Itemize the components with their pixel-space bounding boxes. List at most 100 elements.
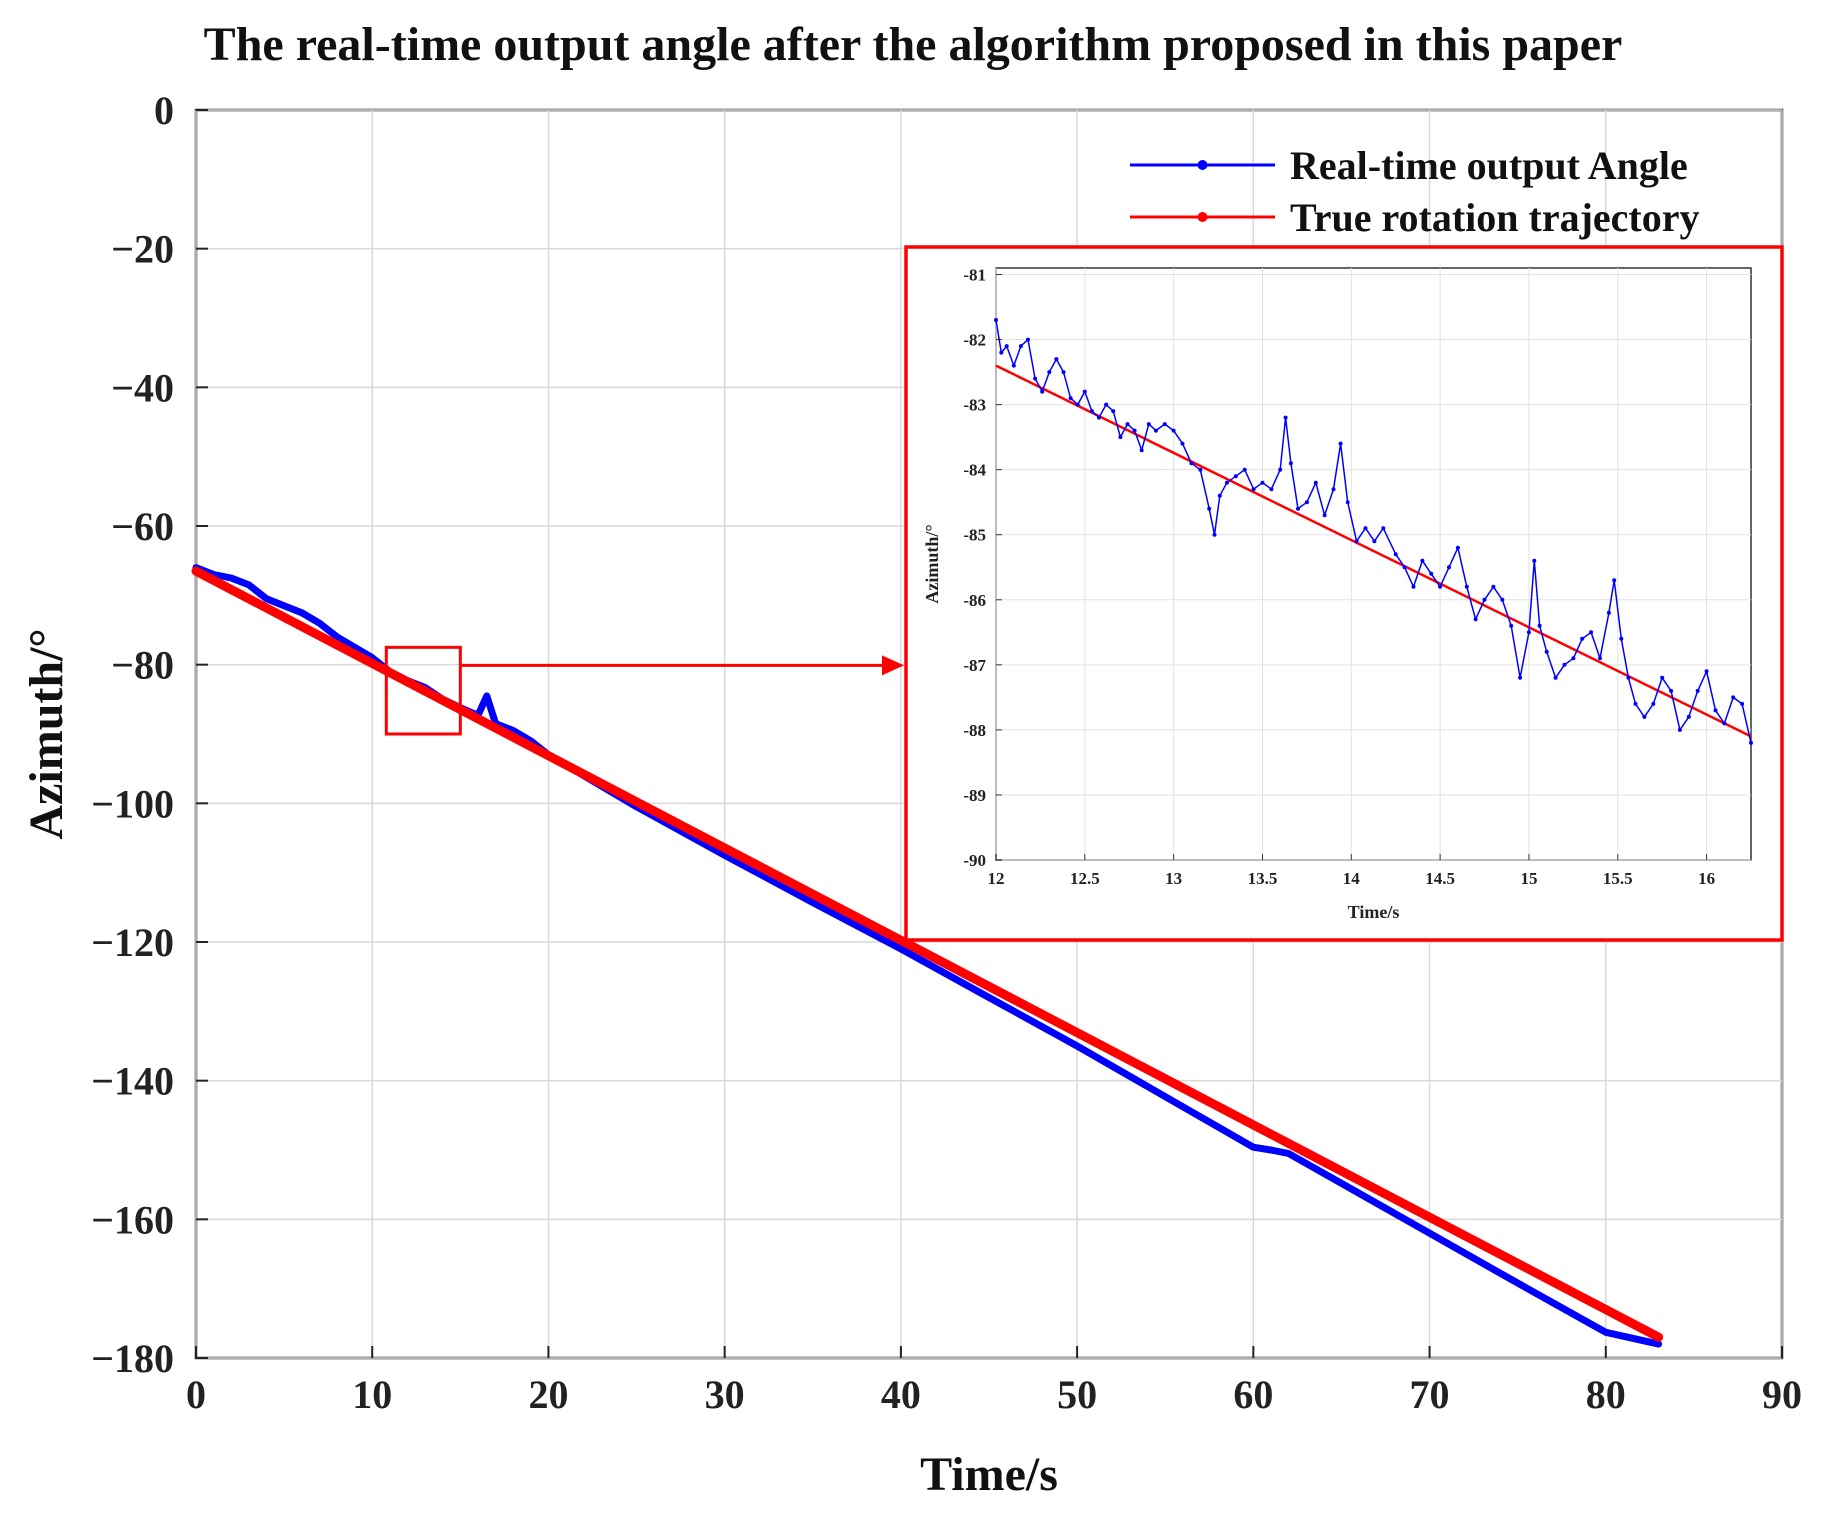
inset-data-point <box>1372 539 1377 544</box>
main-y-tick-label: −160 <box>91 1197 174 1242</box>
inset-plot-frame <box>995 267 1752 861</box>
main-y-tick-label: −180 <box>91 1336 174 1381</box>
inset-data-point <box>1198 467 1203 472</box>
inset-data-point <box>1429 571 1434 576</box>
main-x-tick-label: 30 <box>705 1372 745 1417</box>
inset-data-point <box>1544 649 1549 654</box>
legend-marker-true-trajectory <box>1197 212 1208 222</box>
inset-series <box>994 318 1753 745</box>
inset-data-point <box>1061 370 1066 375</box>
inset-data-point <box>1269 487 1274 492</box>
inset-data-point <box>1420 558 1425 563</box>
inset-y-tick-label: -81 <box>963 266 986 285</box>
inset-data-point <box>994 318 998 322</box>
inset-data-point <box>1438 584 1443 589</box>
inset-data-point <box>1686 714 1691 719</box>
inset-data-point <box>1331 487 1336 492</box>
inset-data-point <box>1011 363 1016 368</box>
inset-data-point <box>1411 584 1416 589</box>
inset-data-point <box>1571 656 1576 661</box>
inset-data-point <box>1162 422 1167 427</box>
inset-data-point <box>1125 422 1130 427</box>
inset-data-point <box>1660 675 1665 680</box>
inset-data-point <box>1288 461 1293 466</box>
inset-data-point <box>1612 578 1617 583</box>
inset-data-point <box>1749 740 1753 745</box>
inset-data-point <box>1518 675 1523 680</box>
inset-data-point <box>1354 539 1359 544</box>
inset-data-point <box>1345 500 1350 505</box>
inset-data-point <box>1118 435 1123 440</box>
main-x-ticks: 0 10 20 30 40 50 60 70 80 90 <box>186 1346 1802 1417</box>
inset-data-point <box>1033 376 1038 381</box>
main-x-tick-label: 10 <box>352 1372 392 1417</box>
inset-x-tick-label: 14.5 <box>1425 869 1455 888</box>
main-y-tick-label: −20 <box>111 227 174 272</box>
inset-y-tick-label: -85 <box>963 526 986 545</box>
inset-x-tick-label: 12 <box>988 869 1005 888</box>
zoom-annotation <box>384 645 904 736</box>
inset-data-point <box>1251 487 1256 492</box>
inset-data-point <box>1054 357 1059 362</box>
inset-data-point <box>1171 428 1176 433</box>
inset-data-point <box>1075 402 1080 407</box>
inset-data-point <box>1047 370 1052 375</box>
inset-data-point <box>1082 389 1087 394</box>
inset-series-true-rotation-trajectory <box>995 364 1752 738</box>
inset-x-ticks: 12 12.5 13 13.5 14 14.5 15 15.5 16 <box>988 854 1715 888</box>
main-y-tick-label: −60 <box>111 504 174 549</box>
main-x-tick-label: 50 <box>1057 1372 1097 1417</box>
main-y-tick-label: −100 <box>91 781 174 826</box>
legend-label-true-trajectory: True rotation trajectory <box>1290 195 1699 240</box>
main-x-tick-label: 0 <box>186 1372 206 1417</box>
inset-data-point <box>1338 441 1343 446</box>
inset-data-point <box>1132 428 1137 433</box>
inset-y-tick-label: -87 <box>963 656 986 675</box>
inset-data-point <box>1004 344 1009 349</box>
main-x-tick-label: 20 <box>528 1372 568 1417</box>
inset-data-point <box>1455 545 1460 550</box>
legend-label-real-time: Real-time output Angle <box>1290 143 1688 188</box>
inset-data-point <box>1580 636 1585 641</box>
inset-data-point <box>1283 415 1288 420</box>
inset-data-point <box>1153 428 1158 433</box>
inset-data-point <box>1619 636 1624 641</box>
inset-data-point <box>999 350 1004 355</box>
inset-data-point <box>1532 558 1537 563</box>
inset-data-point <box>1731 695 1736 700</box>
inset-x-tick-label: 12.5 <box>1070 869 1100 888</box>
inset-data-point <box>1713 708 1718 713</box>
inset-data-point <box>1089 409 1094 414</box>
inset-data-point <box>1242 467 1247 472</box>
inset-data-point <box>1722 721 1727 726</box>
inset-data-point <box>1233 474 1238 479</box>
inset-data-point <box>1139 448 1144 453</box>
zoom-arrowhead <box>882 655 904 676</box>
inset-data-point <box>1040 389 1045 394</box>
inset-x-tick-label: 15 <box>1520 869 1537 888</box>
inset-x-tick-label: 14 <box>1343 869 1361 888</box>
inset-data-point <box>1509 623 1514 628</box>
inset-y-tick-label: -89 <box>963 786 986 805</box>
inset-data-point <box>1381 526 1386 531</box>
main-x-tick-label: 40 <box>881 1372 921 1417</box>
main-y-tick-label: 0 <box>154 88 174 133</box>
inset-data-point <box>1669 688 1674 693</box>
main-y-tick-label: −120 <box>91 920 174 965</box>
inset-data-point <box>1677 727 1682 732</box>
inset-data-point <box>1026 337 1030 342</box>
legend-marker-real-time <box>1197 160 1208 170</box>
inset-x-tick-label: 16 <box>1698 869 1715 888</box>
inset-data-point <box>1695 688 1700 693</box>
inset-data-point <box>1562 662 1567 667</box>
main-y-axis-label: Azimuth/° <box>20 628 73 839</box>
inset-data-point <box>1224 480 1229 485</box>
main-y-tick-label: −80 <box>111 643 174 688</box>
inset-data-point <box>1207 506 1212 511</box>
inset-data-point <box>1296 506 1300 511</box>
inset-y-tick-label: -90 <box>963 851 986 870</box>
main-x-tick-label: 60 <box>1233 1372 1273 1417</box>
inset-y-tick-label: -84 <box>963 461 986 480</box>
inset-data-point <box>1018 344 1023 349</box>
inset-data-point <box>1537 623 1542 628</box>
